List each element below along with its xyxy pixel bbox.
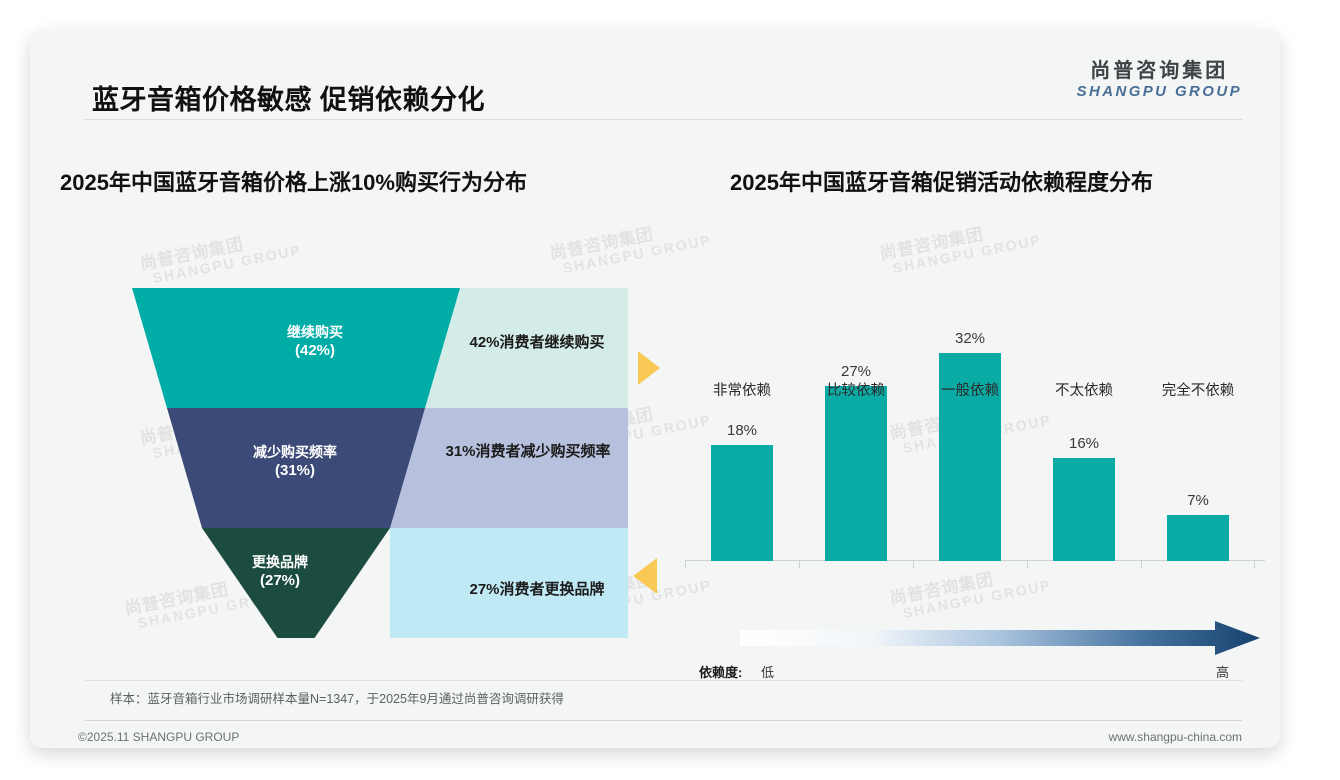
footer-divider xyxy=(85,720,1242,721)
funnel-shapes xyxy=(132,288,628,638)
copyright-text: ©2025.11 SHANGPU GROUP xyxy=(78,730,240,744)
axis-tick xyxy=(1027,561,1028,568)
page-title: 蓝牙音箱价格敏感 促销依赖分化 xyxy=(92,85,486,115)
bar-rect[interactable] xyxy=(825,386,887,561)
website-url[interactable]: www.shangpu-china.com xyxy=(1108,730,1242,744)
right-arrow-marker-icon xyxy=(638,351,660,385)
bar-column[interactable]: 7% 完全不依赖 xyxy=(1141,363,1255,561)
funnel-chart: 继续购买 (42%) 减少购买频率 (31%) 更换品牌 (27%) 42%消费… xyxy=(60,228,660,638)
slide-card: 尚普咨询集团 SHANGPU GROUP 尚普咨询集团 SHANGPU GROU… xyxy=(30,30,1280,748)
logo-en-text: SHANGPU GROUP xyxy=(1076,83,1242,100)
axis-tick xyxy=(685,561,686,568)
funnel-panel-3 xyxy=(390,528,628,638)
right-chart-title: 2025年中国蓝牙音箱促销活动依赖程度分布 xyxy=(730,170,1153,195)
bar-rect[interactable] xyxy=(1053,458,1115,561)
bar-column[interactable]: 18% 非常依赖 xyxy=(685,363,799,561)
axis-tick xyxy=(1254,561,1255,568)
bar-value-label: 16% xyxy=(1068,435,1100,452)
bar-value-label: 18% xyxy=(726,422,758,439)
funnel-tier-3 xyxy=(202,528,390,638)
bar-category-label: 非常依赖 xyxy=(713,383,771,399)
funnel-tier-1 xyxy=(132,288,460,408)
bar-rect[interactable] xyxy=(1167,515,1229,561)
company-logo: 尚普咨询集团 SHANGPU GROUP xyxy=(1077,60,1242,100)
axis-tick xyxy=(799,561,800,568)
bar-chart: 18% 非常依赖 27% 比较依赖 32% 一般依赖 16% 不太依赖 xyxy=(685,228,1265,598)
bar-column[interactable]: 16% 不太依赖 xyxy=(1027,363,1141,561)
bar-column[interactable]: 32% 一般依赖 xyxy=(913,330,1027,561)
left-arrow-marker-icon xyxy=(633,558,657,594)
left-chart-title: 2025年中国蓝牙音箱价格上涨10%购买行为分布 xyxy=(60,170,527,195)
slide-header: 蓝牙音箱价格敏感 促销依赖分化 尚普咨询集团 SHANGPU GROUP xyxy=(30,30,1280,120)
dependency-gradient-legend: 依赖度: 低 高 xyxy=(685,618,1265,680)
header-divider xyxy=(85,119,1242,120)
bar-value-label: 7% xyxy=(1187,492,1209,509)
funnel-panel-2 xyxy=(390,408,628,528)
axis-tick xyxy=(1141,561,1142,568)
bar-column[interactable]: 27% 比较依赖 xyxy=(799,363,913,561)
sample-note: 样本：蓝牙音箱行业市场调研样本量N=1347，于2025年9月通过尚普咨询调研获… xyxy=(110,692,564,706)
legend-high-label: 高 xyxy=(1215,665,1229,680)
logo-cn-text: 尚普咨询集团 xyxy=(1090,60,1229,82)
bar-value-label: 32% xyxy=(954,330,986,347)
axis-tick xyxy=(913,561,914,568)
bar-category-label: 完全不依赖 xyxy=(1161,383,1235,399)
footnote-divider xyxy=(85,680,1242,681)
bar-category-label: 不太依赖 xyxy=(1055,383,1113,399)
bar-rect[interactable] xyxy=(939,353,1001,561)
legend-low-label: 低 xyxy=(761,665,775,680)
funnel-tier-2 xyxy=(167,408,425,528)
bar-category-label: 一般依赖 xyxy=(941,383,999,399)
bar-value-label: 27% xyxy=(840,363,872,380)
gradient-arrow-icon xyxy=(740,621,1260,655)
bar-rect[interactable] xyxy=(711,445,773,561)
legend-title: 依赖度: xyxy=(699,665,743,680)
bar-category-label: 比较依赖 xyxy=(827,383,885,399)
